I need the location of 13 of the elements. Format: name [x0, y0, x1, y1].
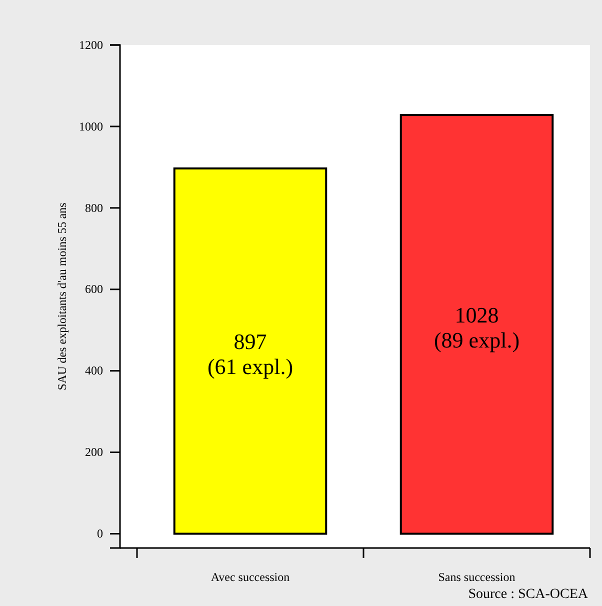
y-tick-label: 0	[97, 526, 103, 541]
x-tick-label: Sans succession	[438, 570, 516, 584]
y-tick-label: 200	[85, 445, 103, 460]
y-axis-title: SAU des exploitants d'au moins 55 ans	[55, 202, 69, 390]
x-tick-label: Avec succession	[210, 570, 290, 584]
data-label: 1028 (89 expl.)	[434, 302, 520, 352]
data-label: 897 (61 expl.)	[207, 329, 294, 380]
y-tick-label: 800	[85, 200, 103, 215]
source-note: Source : SCA-OCEA	[468, 587, 589, 602]
y-tick-label: 1000	[79, 119, 103, 134]
y-tick-label: 600	[85, 282, 103, 296]
y-tick-label: 400	[85, 364, 103, 378]
y-tick-label: 1200	[79, 38, 103, 52]
